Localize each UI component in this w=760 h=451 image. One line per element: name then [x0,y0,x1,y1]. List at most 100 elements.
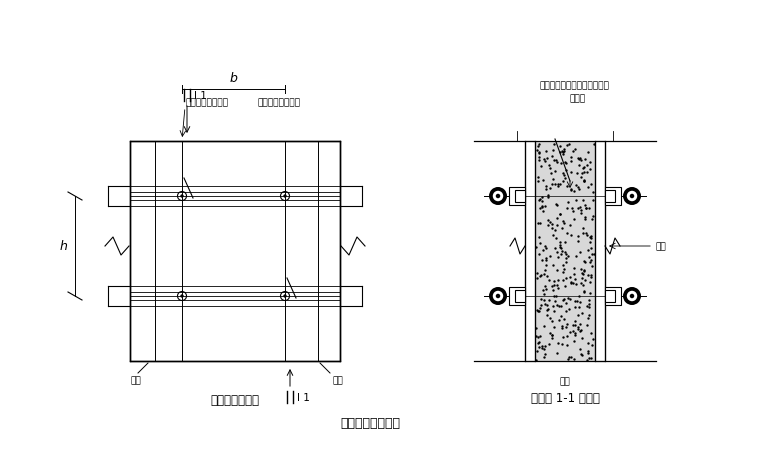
Point [585,257,597,264]
Point [582,246,594,253]
Point [540,148,552,155]
Point [587,336,599,343]
Point [542,193,554,201]
Point [555,251,567,258]
Point [541,273,553,281]
Point [540,286,552,293]
Bar [605,191,615,202]
Point [540,244,552,252]
Point [543,222,555,229]
Point [533,344,545,351]
Point [565,158,577,166]
Point [585,245,597,253]
Point [575,207,587,215]
Point [586,341,598,349]
Point [540,155,553,162]
Point [553,303,565,310]
Point [562,295,574,302]
Point [543,305,555,313]
Point [567,322,579,329]
Point [547,175,559,183]
Point [543,166,556,173]
Point [579,259,591,266]
Point [559,249,571,256]
Point [568,355,580,363]
Point [568,264,580,272]
Point [568,337,581,345]
Point [557,268,569,276]
Point [537,271,549,278]
Circle shape [181,196,183,198]
Bar [535,142,595,361]
Point [530,332,542,340]
Point [569,330,581,337]
Point [542,216,554,224]
Point [583,204,595,212]
Point [534,205,546,212]
Point [586,216,598,223]
Circle shape [492,191,503,202]
Point [533,157,545,165]
Point [539,158,551,165]
Point [574,204,586,212]
Point [560,251,572,258]
Point [562,199,574,206]
Point [584,239,596,247]
Point [585,354,597,362]
Point [555,160,567,167]
Point [578,156,591,163]
Point [579,214,591,221]
Point [558,316,570,323]
Point [537,297,549,304]
Point [543,315,556,322]
Bar [509,287,525,305]
Point [554,244,566,251]
Text: 钢管）: 钢管） [570,94,586,103]
Point [552,202,564,209]
Point [580,205,592,212]
Point [530,324,543,331]
Point [541,311,553,318]
Point [577,197,589,204]
Text: 螺栓: 螺栓 [559,376,570,385]
Point [536,198,548,205]
Point [573,293,585,300]
Point [565,186,578,193]
Point [533,141,545,148]
Point [549,181,561,188]
Point [539,202,551,210]
Point [548,293,560,300]
Point [543,277,556,284]
Point [584,235,597,243]
Point [546,225,558,232]
Text: 面板: 面板 [131,375,141,384]
Point [540,343,552,350]
Point [539,283,551,290]
Point [582,184,594,191]
Point [574,299,586,306]
Point [532,339,544,346]
Point [569,322,581,329]
Point [561,321,573,328]
Point [534,308,546,315]
Point [552,183,564,190]
Point [587,197,599,204]
Text: 墙模板 1-1 剖面图: 墙模板 1-1 剖面图 [530,391,600,404]
Point [583,254,595,261]
Point [573,162,585,169]
Point [582,350,594,357]
Point [576,275,588,282]
Point [540,257,552,264]
Point [560,300,572,307]
Point [558,147,570,155]
Point [547,287,559,294]
Point [554,149,566,156]
Point [532,334,544,341]
Point [537,286,549,294]
Point [552,284,564,291]
Point [578,271,590,278]
Point [577,281,589,289]
Point [534,220,546,227]
Point [538,267,550,274]
Text: 主楞（圆形钢管）次楞（固形: 主楞（圆形钢管）次楞（固形 [540,81,610,90]
